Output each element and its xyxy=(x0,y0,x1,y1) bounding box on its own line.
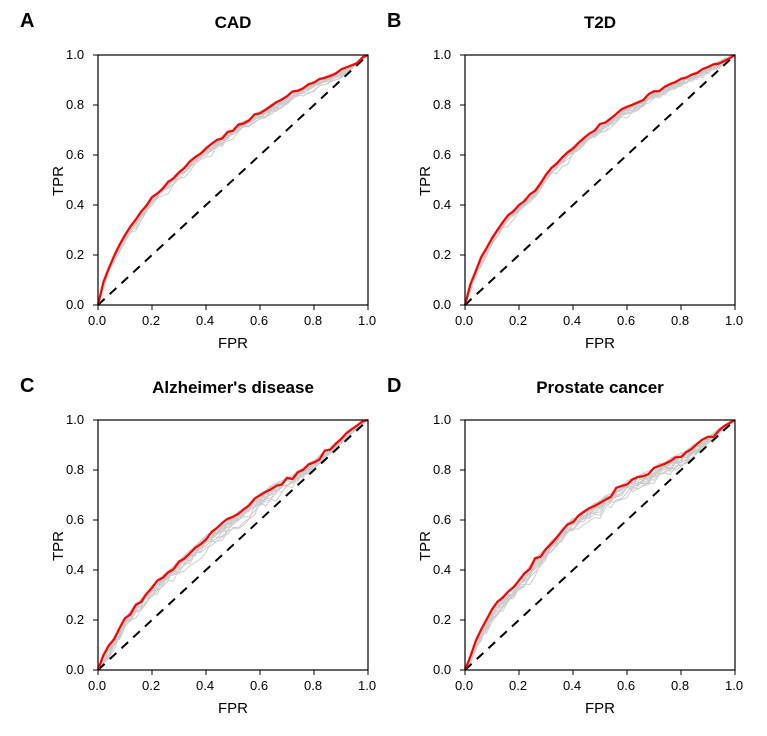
y-tick-label: 0.6 xyxy=(66,512,84,527)
x-tick-label: 0.0 xyxy=(88,678,106,693)
x-tick-label: 1.0 xyxy=(358,678,376,693)
x-tick-label: 0.2 xyxy=(509,678,527,693)
y-tick-label: 1.0 xyxy=(433,47,451,62)
x-tick-label: 0.8 xyxy=(671,678,689,693)
roc-plot xyxy=(78,400,388,690)
x-tick-label: 0.2 xyxy=(142,678,160,693)
y-tick-label: 0.4 xyxy=(66,562,84,577)
y-tick-label: 1.0 xyxy=(66,412,84,427)
panel-title: Prostate cancer xyxy=(465,378,735,398)
x-tick-label: 0.2 xyxy=(509,313,527,328)
x-tick-label: 0.6 xyxy=(617,313,635,328)
y-tick-label: 0.6 xyxy=(66,147,84,162)
panel-letter: B xyxy=(387,10,401,33)
x-tick-label: 0.6 xyxy=(250,678,268,693)
panel-letter: A xyxy=(20,10,34,33)
x-tick-label: 0.6 xyxy=(250,313,268,328)
roc-plot xyxy=(445,400,755,690)
x-tick-label: 0.8 xyxy=(304,678,322,693)
y-axis-label: TPR xyxy=(417,531,434,561)
y-tick-label: 0.8 xyxy=(66,462,84,477)
x-tick-label: 0.8 xyxy=(304,313,322,328)
panel-title: Alzheimer's disease xyxy=(98,378,368,398)
y-tick-label: 0.4 xyxy=(433,197,451,212)
x-tick-label: 0.8 xyxy=(671,313,689,328)
y-tick-label: 0.8 xyxy=(433,462,451,477)
diagonal-reference xyxy=(98,420,368,670)
x-tick-label: 1.0 xyxy=(725,678,743,693)
y-tick-label: 1.0 xyxy=(433,412,451,427)
y-tick-label: 0.8 xyxy=(433,97,451,112)
diagonal-reference xyxy=(465,55,735,305)
x-tick-label: 1.0 xyxy=(725,313,743,328)
diagonal-reference xyxy=(98,55,368,305)
x-tick-label: 0.0 xyxy=(455,678,473,693)
y-tick-label: 0.0 xyxy=(66,662,84,677)
x-axis-label: FPR xyxy=(585,335,615,352)
x-tick-label: 0.4 xyxy=(563,313,581,328)
y-tick-label: 0.8 xyxy=(66,97,84,112)
panel-letter: C xyxy=(20,375,34,398)
diagonal-reference xyxy=(465,420,735,670)
x-tick-label: 1.0 xyxy=(358,313,376,328)
x-tick-label: 0.6 xyxy=(617,678,635,693)
x-tick-label: 0.0 xyxy=(455,313,473,328)
y-tick-label: 0.2 xyxy=(66,247,84,262)
x-axis-label: FPR xyxy=(585,700,615,717)
y-axis-label: TPR xyxy=(50,166,67,196)
x-axis-label: FPR xyxy=(218,700,248,717)
roc-plot xyxy=(445,35,755,325)
y-axis-label: TPR xyxy=(50,531,67,561)
y-tick-label: 0.4 xyxy=(433,562,451,577)
x-tick-label: 0.4 xyxy=(196,313,214,328)
y-tick-label: 0.0 xyxy=(433,662,451,677)
y-tick-label: 0.2 xyxy=(66,612,84,627)
y-axis-label: TPR xyxy=(417,166,434,196)
x-tick-label: 0.4 xyxy=(196,678,214,693)
y-tick-label: 0.2 xyxy=(433,247,451,262)
panel-title: T2D xyxy=(465,13,735,33)
y-tick-label: 1.0 xyxy=(66,47,84,62)
y-tick-label: 0.0 xyxy=(433,297,451,312)
roc-plot xyxy=(78,35,388,325)
y-tick-label: 0.6 xyxy=(433,147,451,162)
x-axis-label: FPR xyxy=(218,335,248,352)
panel-title: CAD xyxy=(98,13,368,33)
x-tick-label: 0.2 xyxy=(142,313,160,328)
x-tick-label: 0.0 xyxy=(88,313,106,328)
roc-figure: A CAD 0.0 0.0 0.2 0.2 0.4 0.4 0.6 0.6 0.8 0.8 1.0 1.0… xyxy=(0,0,767,736)
panel-letter: D xyxy=(387,375,401,398)
x-tick-label: 0.4 xyxy=(563,678,581,693)
y-tick-label: 0.6 xyxy=(433,512,451,527)
y-tick-label: 0.2 xyxy=(433,612,451,627)
y-tick-label: 0.4 xyxy=(66,197,84,212)
y-tick-label: 0.0 xyxy=(66,297,84,312)
